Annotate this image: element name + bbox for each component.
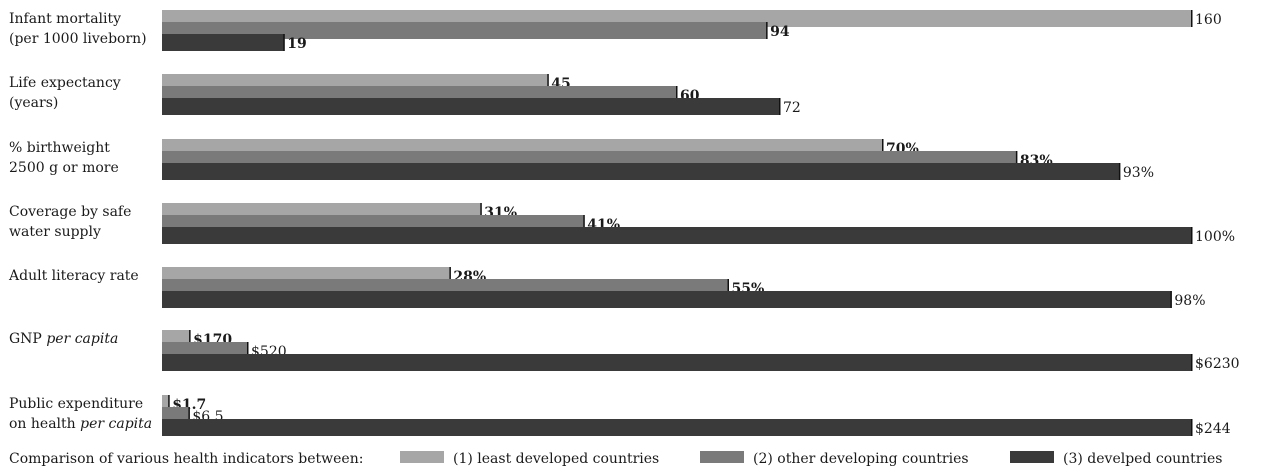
bar-series-3: [162, 354, 1192, 371]
bar-end-tick: [1191, 354, 1193, 371]
bar-series-1: [162, 395, 170, 412]
category-label: % birthweight 2500 g or more: [9, 140, 119, 176]
legend-label: (3) develped countries: [1063, 451, 1222, 467]
bar-series-3: [162, 163, 1120, 180]
category-label: Public expenditure on health per capita: [9, 396, 152, 432]
bar-end-tick: [449, 267, 451, 284]
category-label: Life expectancy (years): [9, 75, 121, 111]
row-4: Adult literacy rate 28%55%98%: [8, 267, 1206, 309]
value-label-series-3: $6230: [1195, 356, 1240, 372]
bar-series-3: [162, 291, 1172, 308]
legend-item-3: (3) develped countries: [1010, 451, 1222, 467]
category-label: GNP per capita: [9, 331, 118, 347]
legend-item-1: (1) least developed countries: [400, 451, 659, 467]
bar-end-tick: [188, 407, 190, 424]
value-label-series-3: 93%: [1123, 165, 1154, 181]
legend-swatch: [700, 451, 744, 463]
bar-end-tick: [189, 330, 191, 347]
value-label-series-3: $244: [1195, 421, 1231, 437]
category-label: Coverage by safe water supply: [9, 204, 131, 240]
legend-title: Comparison of various health indicators …: [9, 451, 363, 467]
bar-end-tick: [1191, 227, 1193, 244]
bar-end-tick: [1191, 10, 1193, 27]
legend-label: (1) least developed countries: [453, 451, 659, 467]
bar-end-tick: [283, 34, 285, 51]
bar-series-3: [162, 98, 780, 115]
legend-swatch: [400, 451, 444, 463]
bar-end-tick: [882, 139, 884, 156]
bar-end-tick: [547, 74, 549, 91]
bar-end-tick: [247, 342, 249, 359]
bar-end-tick: [727, 279, 729, 296]
legend-item-2: (2) other developing countries: [700, 451, 969, 467]
bar-end-tick: [168, 395, 170, 412]
value-label-series-1: 160: [1195, 12, 1222, 28]
bar-end-tick: [1191, 419, 1193, 436]
bar-end-tick: [676, 86, 678, 103]
bar-series-3: [162, 227, 1192, 244]
value-label-series-3: 72: [783, 100, 801, 116]
value-label-series-3: 98%: [1174, 293, 1205, 309]
legend: Comparison of various health indicators …: [9, 451, 1222, 467]
bar-end-tick: [1015, 151, 1018, 168]
bar-series-3: [162, 419, 1192, 436]
bar-end-tick: [1170, 291, 1172, 308]
category-label: Adult literacy rate: [8, 268, 139, 284]
bar-series-3: [162, 34, 285, 51]
chart-rows: Infant mortality (per 1000 liveborn) 160 94…: [8, 10, 1240, 437]
bar-end-tick: [779, 98, 781, 115]
bar-end-tick: [583, 215, 585, 232]
value-label-series-3: 19: [287, 36, 306, 52]
bar-series-2: [162, 22, 768, 39]
bar-end-tick: [1118, 163, 1121, 180]
category-label: Infant mortality (per 1000 liveborn): [9, 11, 147, 47]
row-5: GNP per capita $170$520$6230: [9, 330, 1240, 372]
bar-end-tick: [480, 203, 482, 220]
legend-swatch: [1010, 451, 1054, 463]
bar-end-tick: [766, 22, 768, 39]
legend-label: (2) other developing countries: [753, 451, 969, 467]
value-label-series-3: 100%: [1195, 229, 1235, 245]
row-0: Infant mortality (per 1000 liveborn) 160 94…: [9, 10, 1222, 52]
value-label-series-2: 94: [770, 24, 790, 40]
row-6: Public expenditure on health per capita$1…: [9, 395, 1231, 437]
